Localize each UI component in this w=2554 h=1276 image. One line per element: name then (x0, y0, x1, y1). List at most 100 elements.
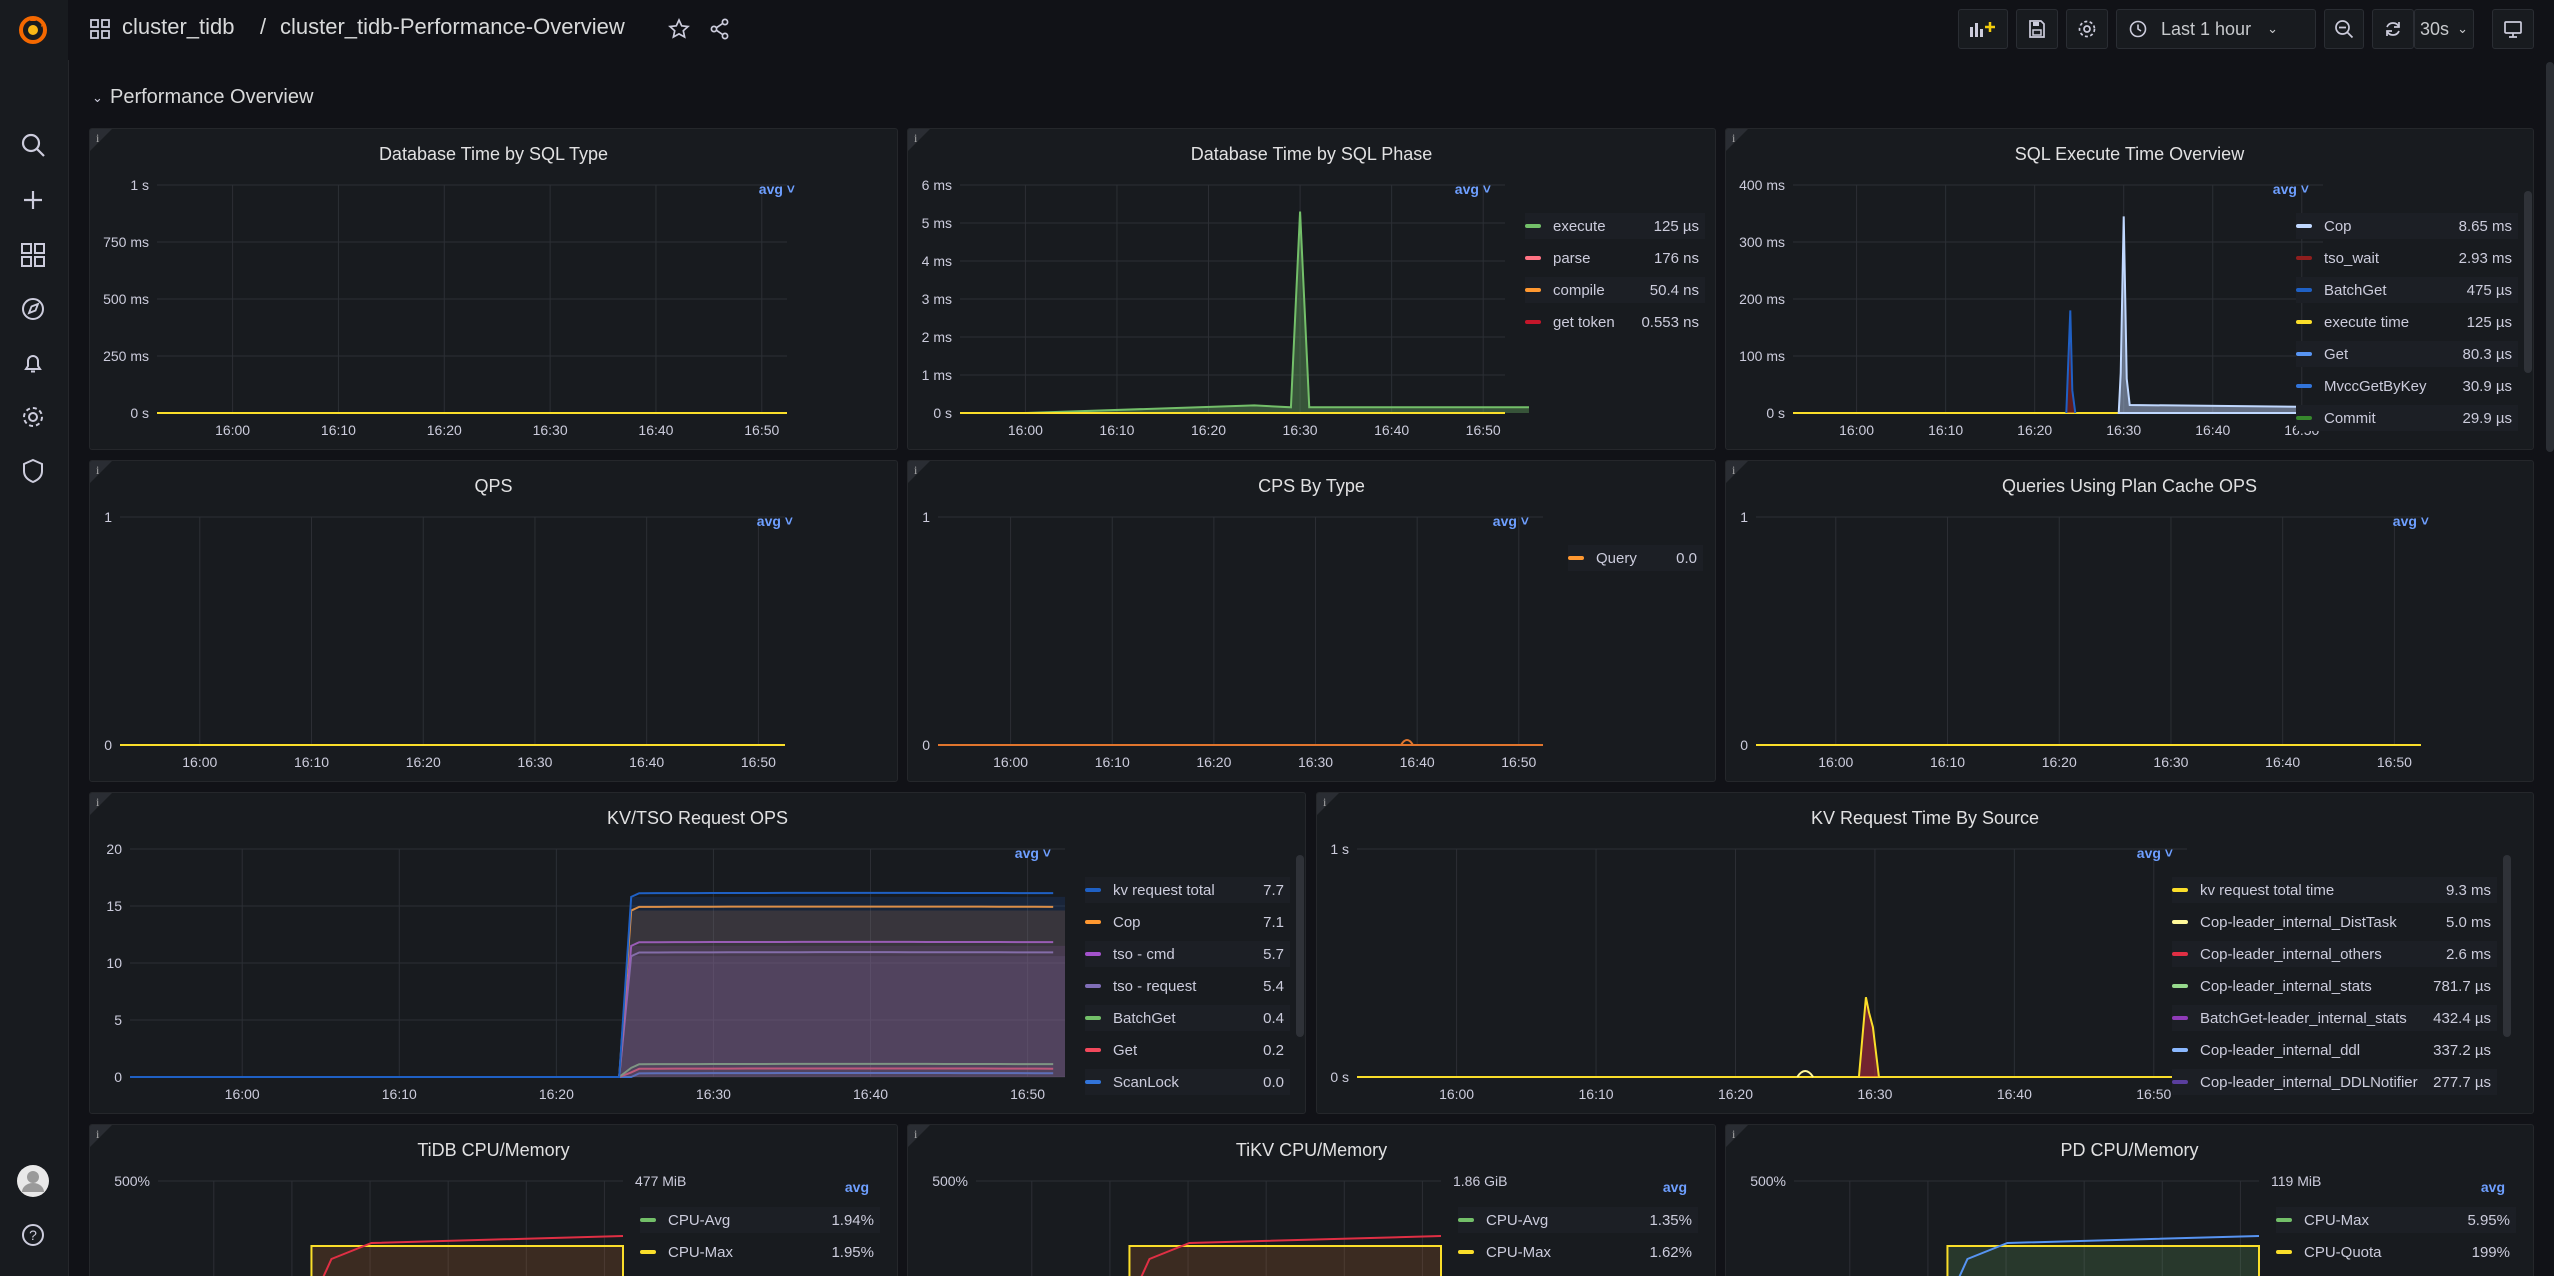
chart-plot[interactable]: 1 s 750 ms 500 ms 250 ms 0 s 16:00 16:10 16:20 1… (90, 129, 898, 450)
panel-tikv-cpu-memory[interactable]: i TiKV CPU/Memory 500% 400% 1.86 GiB 1.40 GiB… (907, 1124, 1716, 1276)
series-line-tso-request[interactable] (130, 951, 1054, 1078)
share-icon[interactable] (709, 18, 731, 45)
panel-info-corner[interactable] (908, 129, 930, 151)
chevron-down-icon[interactable]: ⌄ (92, 90, 103, 105)
legend-item-cpu-max[interactable]: CPU-Max 5.95% (2276, 1207, 2516, 1233)
add-panel-button[interactable] (1958, 9, 2008, 49)
legend-item-cpu-quota[interactable]: CPU-Quota 199% (2276, 1239, 2516, 1265)
panel-title[interactable]: QPS (474, 476, 513, 496)
series-line-tso-cmd[interactable] (130, 940, 1054, 1078)
panel-info-corner[interactable] (90, 129, 112, 151)
legend-sort-avg[interactable]: avg ˅ (2137, 845, 2173, 861)
series-spike[interactable] (1857, 997, 1880, 1078)
series-line-batchget[interactable] (130, 1062, 1054, 1078)
legend-sort-avg[interactable]: avg ˅ (1455, 181, 1491, 197)
legend-item-batchget[interactable]: BatchGet 0.4 (1085, 1005, 1290, 1031)
legend-scrollbar[interactable] (2524, 191, 2532, 373)
legend-item-cop-leader-internal-disttask[interactable]: Cop-leader_internal_DistTask 5.0 ms (2172, 909, 2497, 935)
legend-sort-avg[interactable]: avg ˅ (1015, 845, 1051, 861)
save-dashboard-button[interactable] (2016, 9, 2058, 49)
legend-item-compile[interactable]: compile 50.4 ns (1525, 277, 1705, 303)
legend-sort-avg[interactable]: avg ˅ (2273, 181, 2309, 197)
legend-sort-avg[interactable]: avg (2481, 1179, 2505, 1195)
legend-item-execute-time[interactable]: execute time 125 µs (2296, 309, 2518, 335)
dashboards-icon[interactable] (14, 236, 52, 274)
legend-scrollbar[interactable] (2503, 855, 2511, 1037)
page-scrollbar[interactable] (2546, 62, 2554, 452)
panel-title[interactable]: KV/TSO Request OPS (606, 808, 789, 828)
chart-plot[interactable]: 500% 400% 477 MiB 381 MiB (90, 1125, 898, 1276)
legend-item-get[interactable]: Get 0.2 (1085, 1037, 1290, 1063)
panel-info-corner[interactable] (90, 1125, 112, 1147)
series-line-cpu[interactable] (1139, 1235, 1442, 1276)
avatar[interactable] (14, 1162, 52, 1200)
series-line-execute[interactable] (1025, 211, 1529, 414)
legend-item-cpu-avg[interactable]: CPU-Avg 1.94% (640, 1207, 880, 1233)
legend-item-kv-request-total[interactable]: kv request total 7.7 (1085, 877, 1290, 903)
series-line-cpu[interactable] (1957, 1235, 2260, 1276)
legend-sort-avg[interactable]: avg ˅ (2393, 513, 2429, 529)
legend-item-cpu-max[interactable]: CPU-Max 1.62% (1458, 1239, 1698, 1265)
legend-sort-avg[interactable]: avg ˅ (1493, 513, 1529, 529)
legend-sort-avg[interactable]: avg ˅ (759, 181, 795, 197)
legend-item-batchget-leader-internal-stats[interactable]: BatchGet-leader_internal_stats 432.4 µs (2172, 1005, 2497, 1031)
series-line-cpu[interactable] (321, 1235, 624, 1276)
search-icon[interactable] (14, 126, 52, 164)
chart-plot[interactable]: 1 0 16:00 16:10 16:20 16:30 16:40 16:50 (908, 461, 1716, 782)
plus-icon[interactable] (14, 181, 52, 219)
series-line-scanlock[interactable] (130, 1072, 1054, 1078)
panel-title[interactable]: Database Time by SQL Phase (1190, 144, 1433, 164)
chart-plot[interactable]: 500% 400% 1.86 GiB 1.40 GiB (908, 1125, 1716, 1276)
legend-item-cop-leader-internal-others[interactable]: Cop-leader_internal_others 2.6 ms (2172, 941, 2497, 967)
series-area-cop[interactable] (2117, 216, 2324, 414)
legend-item-cop-leader-internal-ddl[interactable]: Cop-leader_internal_ddl 337.2 µs (2172, 1037, 2497, 1063)
legend-item-get[interactable]: Get 80.3 µs (2296, 341, 2518, 367)
legend-item-tso-cmd[interactable]: tso - cmd 5.7 (1085, 941, 1290, 967)
legend-item-kv-request-total-time[interactable]: kv request total time 9.3 ms (2172, 877, 2497, 903)
chart-plot[interactable]: 1 s 0 s 16:00 16:10 16:20 16:30 16:40 16:50 (1317, 793, 2534, 1114)
dashboard-settings-button[interactable] (2066, 9, 2108, 49)
refresh-button[interactable] (2372, 9, 2414, 49)
legend-item-execute[interactable]: execute 125 µs (1525, 213, 1705, 239)
panel-cps-by-type[interactable]: i CPS By Type 1 0 16:00 16:10 16:20 16:30 16:40 1… (907, 460, 1716, 782)
refresh-interval-picker[interactable]: 30s ⌄ (2414, 9, 2474, 49)
panel-info-corner[interactable] (908, 461, 930, 483)
star-icon[interactable] (668, 17, 690, 45)
panel-info-corner[interactable] (1726, 129, 1748, 151)
series-line-kv-request-total[interactable] (130, 891, 1054, 1078)
legend-item-cop[interactable]: Cop 7.1 (1085, 909, 1290, 935)
legend-item-cop-leader-internal-stats[interactable]: Cop-leader_internal_stats 781.7 µs (2172, 973, 2497, 999)
panel-title[interactable]: TiDB CPU/Memory (417, 1140, 570, 1160)
legend-item-cpu-max[interactable]: CPU-Max 1.95% (640, 1239, 880, 1265)
panel-title[interactable]: PD CPU/Memory (2060, 1140, 2199, 1160)
legend-item-tso-wait[interactable]: tso_wait 2.93 ms (2296, 245, 2518, 271)
legend-item-cpu-avg[interactable]: CPU-Avg 1.35% (1458, 1207, 1698, 1233)
chart-plot[interactable]: 500% 400% 119 MiB 95.4 MiB (1726, 1125, 2534, 1276)
legend-item-parse[interactable]: parse 176 ns (1525, 245, 1705, 271)
legend-item-cop-leader-internal-ddlnotifier[interactable]: Cop-leader_internal_DDLNotifier 277.7 µs (2172, 1069, 2497, 1095)
row-title[interactable]: Performance Overview (110, 86, 314, 108)
panel-kv-tso-request-ops[interactable]: i KV/TSO Request OPS 20 15 10 5 0 16:00 16:10 16:… (89, 792, 1306, 1114)
panel-title[interactable]: Queries Using Plan Cache OPS (2001, 476, 2258, 496)
legend-item-batchget[interactable]: BatchGet 475 µs (2296, 277, 2518, 303)
series-line-cop[interactable] (130, 905, 1054, 1078)
panel-info-corner[interactable] (1726, 461, 1748, 483)
grafana-logo-icon[interactable] (14, 11, 52, 49)
explore-icon[interactable] (14, 290, 52, 328)
panel-qps[interactable]: i QPS 1 0 16:00 16:10 16:20 16:30 16:40 16:50 avg … (89, 460, 898, 782)
legend-item-get-token[interactable]: get token 0.553 ns (1525, 309, 1705, 335)
panel-tidb-cpu-memory[interactable]: i TiDB CPU/Memory 500% 400% 477 MiB 381 MiB av… (89, 1124, 898, 1276)
panel-title[interactable]: KV Request Time By Source (1810, 808, 2040, 828)
panel-title[interactable]: TiKV CPU/Memory (1235, 1140, 1388, 1160)
panel-title[interactable]: SQL Execute Time Overview (2014, 144, 2245, 164)
panel-queries-using-plan-cache-ops[interactable]: i Queries Using Plan Cache OPS 1 0 16:00 16:1… (1725, 460, 2534, 782)
panel-database-time-by-sql-phase[interactable]: i Database Time by SQL Phase 6 ms 5 ms 4 ms 3… (907, 128, 1716, 450)
help-icon[interactable]: ? (14, 1216, 52, 1254)
panel-info-corner[interactable] (90, 461, 112, 483)
panel-info-corner[interactable] (908, 1125, 930, 1147)
panel-sql-execute-time-overview[interactable]: i SQL Execute Time Overview 400 ms 300 ms 20… (1725, 128, 2534, 450)
panel-pd-cpu-memory[interactable]: i PD CPU/Memory 500% 400% 119 MiB 95.4 MiB avg… (1725, 1124, 2534, 1276)
legend-item-query[interactable]: Query 0.0 (1568, 545, 1703, 571)
time-range-picker[interactable]: Last 1 hour ⌄ (2116, 9, 2316, 49)
zoom-out-button[interactable] (2324, 9, 2364, 49)
